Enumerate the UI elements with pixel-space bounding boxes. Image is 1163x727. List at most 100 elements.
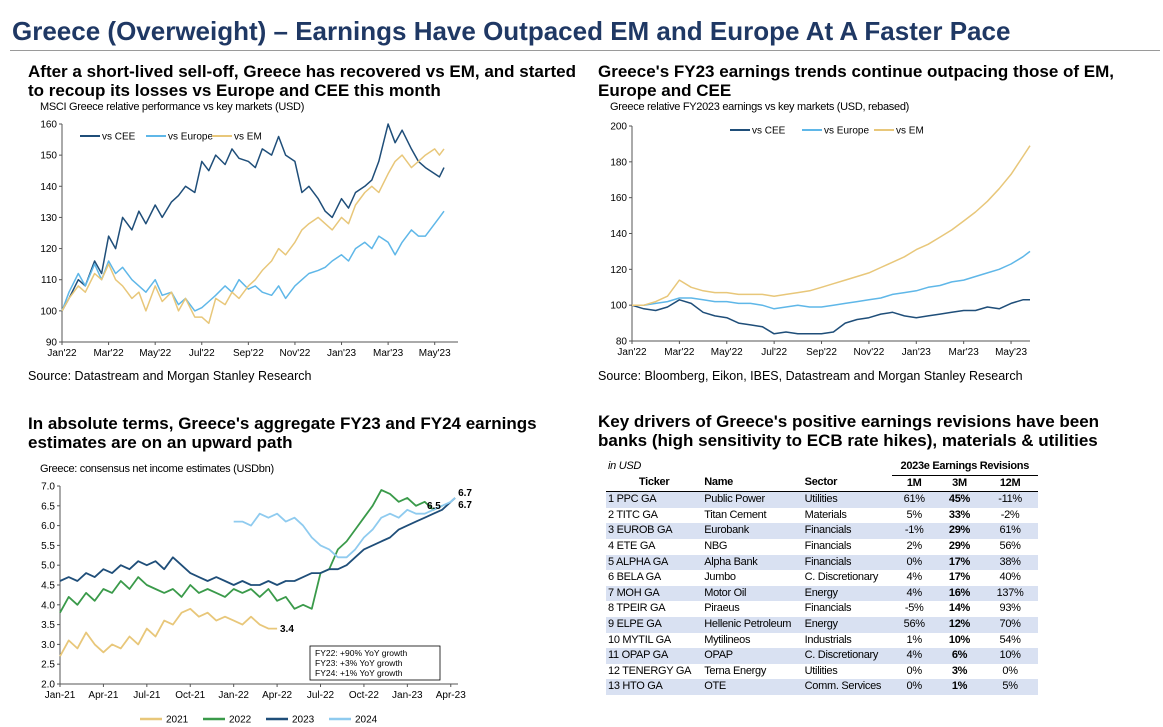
- sector-cell: Industrials: [804, 633, 852, 646]
- sector-cell: Materials: [804, 508, 847, 521]
- y-tick-label: 2.0: [41, 680, 55, 691]
- revision-1m-cell: 5%: [906, 508, 923, 521]
- revision-12m-cell: 56%: [999, 539, 1021, 552]
- name-cell: OTE: [702, 679, 803, 695]
- name-cell: Alpha Bank: [702, 554, 803, 571]
- revision-1m-cell: 4%: [891, 648, 937, 664]
- end-label-2024: 6.7: [458, 488, 472, 499]
- revision-3m-cell: 29%: [948, 539, 971, 552]
- legend-label: 2024: [355, 715, 378, 726]
- table-row: 11 OPAP GA OPAP C. Discretionary 4% 6% 10%: [606, 648, 1038, 664]
- name-cell: OPAP: [702, 648, 803, 664]
- revision-12m-cell: -2%: [1000, 508, 1020, 521]
- ticker-cell: 1 PPC GA: [606, 491, 703, 508]
- panel2-subtitle: Greece relative FY2023 earnings vs key m…: [610, 101, 909, 113]
- chart-relative-performance: 90 100 110 120 130 140 150 160 Jan'22 Mar'22 May'2…: [40, 120, 458, 359]
- growth-note: FY22: +90% YoY growth: [315, 648, 408, 658]
- table-row: 12 TENERGY GA Terna Energy Utilities 0% 3% 0%: [606, 664, 1038, 680]
- y-tick-label: 200: [610, 122, 627, 133]
- revision-12m-cell: 0%: [1002, 664, 1018, 677]
- revision-12m-cell: 137%: [982, 585, 1038, 602]
- revision-3m-cell: 16%: [936, 585, 983, 602]
- panel1-source: Source: Datastream and Morgan Stanley Re…: [28, 369, 312, 383]
- sector-cell: Energy: [802, 585, 892, 602]
- col-3m: 3M: [936, 475, 983, 493]
- name-cell: Jumbo: [704, 571, 736, 584]
- revision-1m-cell: 61%: [891, 491, 937, 508]
- revision-12m-cell: 40%: [999, 571, 1021, 584]
- ticker-cell: 8 TPEIR GA: [608, 602, 666, 615]
- group-header: 2023e Earnings Revisions: [891, 459, 1038, 476]
- revision-12m-cell: 70%: [982, 616, 1038, 633]
- x-tick-label: Jul-21: [133, 690, 161, 701]
- x-tick-label: Jan-22: [218, 690, 249, 701]
- ticker-cell: 12 TENERGY GA: [608, 664, 692, 677]
- x-tick-label: Sep'22: [233, 348, 264, 359]
- x-tick-label: Jul'22: [189, 348, 215, 359]
- x-tick-label: May'23: [995, 347, 1027, 358]
- x-tick-label: May'23: [419, 348, 451, 359]
- revision-1m-cell: 1%: [906, 633, 923, 646]
- x-tick-label: Mar'22: [93, 348, 124, 359]
- panel3-subtitle: Greece: consensus net income estimates (…: [40, 463, 274, 475]
- series-line-vs-europe: [632, 250, 1031, 310]
- revision-1m-cell: 56%: [891, 616, 937, 633]
- y-tick-label: 7.0: [41, 482, 55, 493]
- legend-label: vs CEE: [102, 132, 136, 143]
- y-tick-label: 140: [610, 229, 627, 240]
- series-line-2023: [59, 497, 456, 586]
- name-cell: Hellenic Petroleum: [702, 616, 803, 633]
- sector-cell: Utilities: [804, 664, 838, 677]
- revision-12m-cell: 38%: [982, 554, 1038, 571]
- revision-3m-cell: 17%: [948, 571, 971, 584]
- x-tick-label: Mar'23: [949, 347, 980, 358]
- legend-label: vs EM: [234, 132, 262, 143]
- x-tick-label: May'22: [711, 347, 743, 358]
- y-tick-label: 3.5: [41, 620, 55, 631]
- table-row: 5 ALPHA GA Alpha Bank Financials 0% 17% 38%: [606, 554, 1038, 571]
- legend-label: vs EM: [896, 126, 924, 137]
- table-row: 4 ETE GA NBG Financials 2% 29% 56%: [606, 539, 1038, 555]
- sector-cell: C. Discretionary: [802, 648, 892, 664]
- revision-3m-cell: 14%: [948, 602, 971, 615]
- unit-label: in USD: [608, 460, 642, 473]
- table-row: 2 TITC GA Titan Cement Materials 5% 33% -2%: [606, 508, 1038, 524]
- y-tick-label: 160: [610, 193, 627, 204]
- series-line-vs-europe: [61, 210, 445, 312]
- x-tick-label: Sep'22: [806, 347, 837, 358]
- panel2-heading: Greece's FY23 earnings trends continue o…: [598, 62, 1115, 100]
- name-cell: Eurobank: [702, 523, 803, 539]
- legend-label: vs CEE: [752, 126, 786, 137]
- name-cell: NBG: [704, 539, 728, 552]
- sector-cell: Comm. Services: [802, 679, 892, 695]
- y-tick-label: 180: [610, 157, 627, 168]
- y-tick-label: 6.0: [41, 521, 55, 532]
- panel3-heading: In absolute terms, Greece's aggregate FY…: [28, 414, 537, 452]
- growth-note: FY23: +3% YoY growth: [315, 658, 403, 668]
- ticker-cell: 2 TITC GA: [608, 508, 658, 521]
- sector-cell: Energy: [802, 616, 892, 633]
- x-tick-label: Jan-23: [392, 690, 423, 701]
- revision-1m-cell: -5%: [904, 602, 924, 615]
- name-cell: Piraeus: [704, 602, 740, 615]
- title-divider: [10, 50, 1160, 51]
- page-title: Greece (Overweight) – Earnings Have Outp…: [12, 16, 1011, 46]
- end-label-2021: 3.4: [280, 624, 294, 635]
- revision-12m-cell: -11%: [982, 491, 1038, 508]
- x-tick-label: Mar'23: [373, 348, 404, 359]
- growth-notes-box: [309, 645, 441, 681]
- series-line-vs-em: [632, 145, 1031, 306]
- table-row: 10 MYTIL GA Mytilineos Industrials 1% 10% 54%: [606, 633, 1038, 649]
- table-row: 9 ELPE GA Hellenic Petroleum Energy 56% 12% 7…: [606, 616, 1038, 633]
- y-tick-label: 160: [40, 120, 57, 131]
- y-tick-label: 5.0: [41, 561, 55, 572]
- series-line-2024: [233, 497, 456, 559]
- revision-12m-cell: 10%: [982, 648, 1038, 664]
- table-row: 7 MOH GA Motor Oil Energy 4% 16% 137%: [606, 585, 1038, 602]
- y-tick-label: 2.5: [41, 660, 55, 671]
- x-tick-label: Jan-21: [45, 690, 76, 701]
- name-cell: Titan Cement: [704, 508, 767, 521]
- name-cell: Public Power: [702, 491, 803, 508]
- series-line-vs-cee: [631, 299, 1030, 335]
- x-tick-label: Jan'23: [902, 347, 932, 358]
